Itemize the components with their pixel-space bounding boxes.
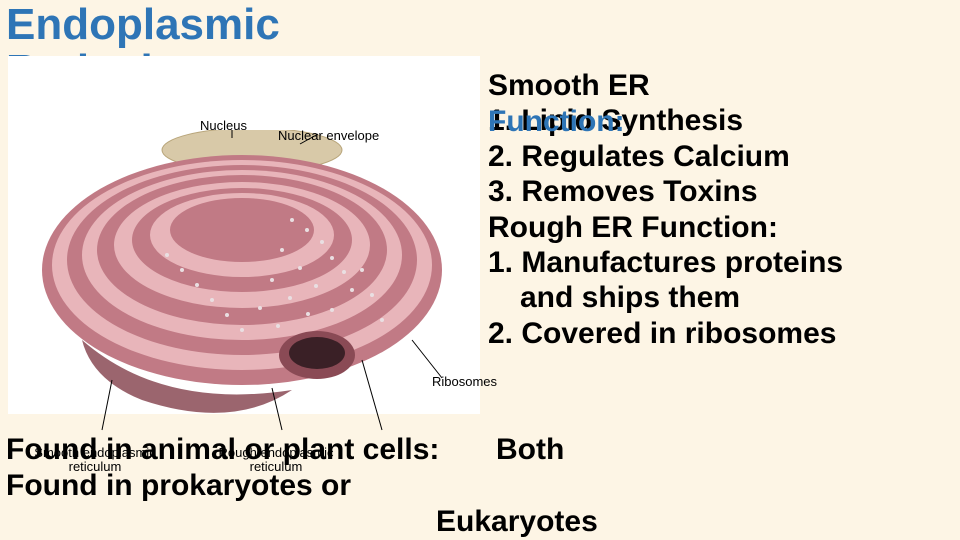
er-diagram: Nucleus Nuclear envelope Ribosomes Smoot… [8, 56, 480, 414]
ser-func-3: 3. Removes Toxins [488, 174, 956, 209]
function-text: Smooth ER Function: 1. Lipid Synthesis 2… [488, 68, 956, 351]
label-nucleus: Nucleus [200, 118, 247, 133]
rer-func-2: 2. Covered in ribosomes [488, 316, 956, 351]
rer-func-1: 1. Manufactures proteins [488, 245, 956, 280]
bottom-questions: Found in animal or plant cells: Both Fou… [6, 432, 954, 504]
smooth-er-heading: Smooth ER [488, 68, 956, 103]
rer-func-1b: and ships them [488, 280, 956, 315]
question-organism-type: Found in prokaryotes or [6, 469, 351, 502]
ser-func-2: 2. Regulates Calcium [488, 139, 956, 174]
answer-cell-type: Both [496, 432, 564, 468]
question-cell-type: Found in animal or plant cells: [6, 433, 439, 466]
er-illustration [32, 130, 472, 450]
label-ribosomes: Ribosomes [432, 374, 497, 389]
label-nuclear-envelope: Nuclear envelope [278, 128, 379, 143]
rough-er-heading: Rough ER Function: [488, 210, 956, 245]
answer-organism-type: Eukaryotes [436, 504, 598, 540]
function-label: Function: [488, 104, 625, 139]
